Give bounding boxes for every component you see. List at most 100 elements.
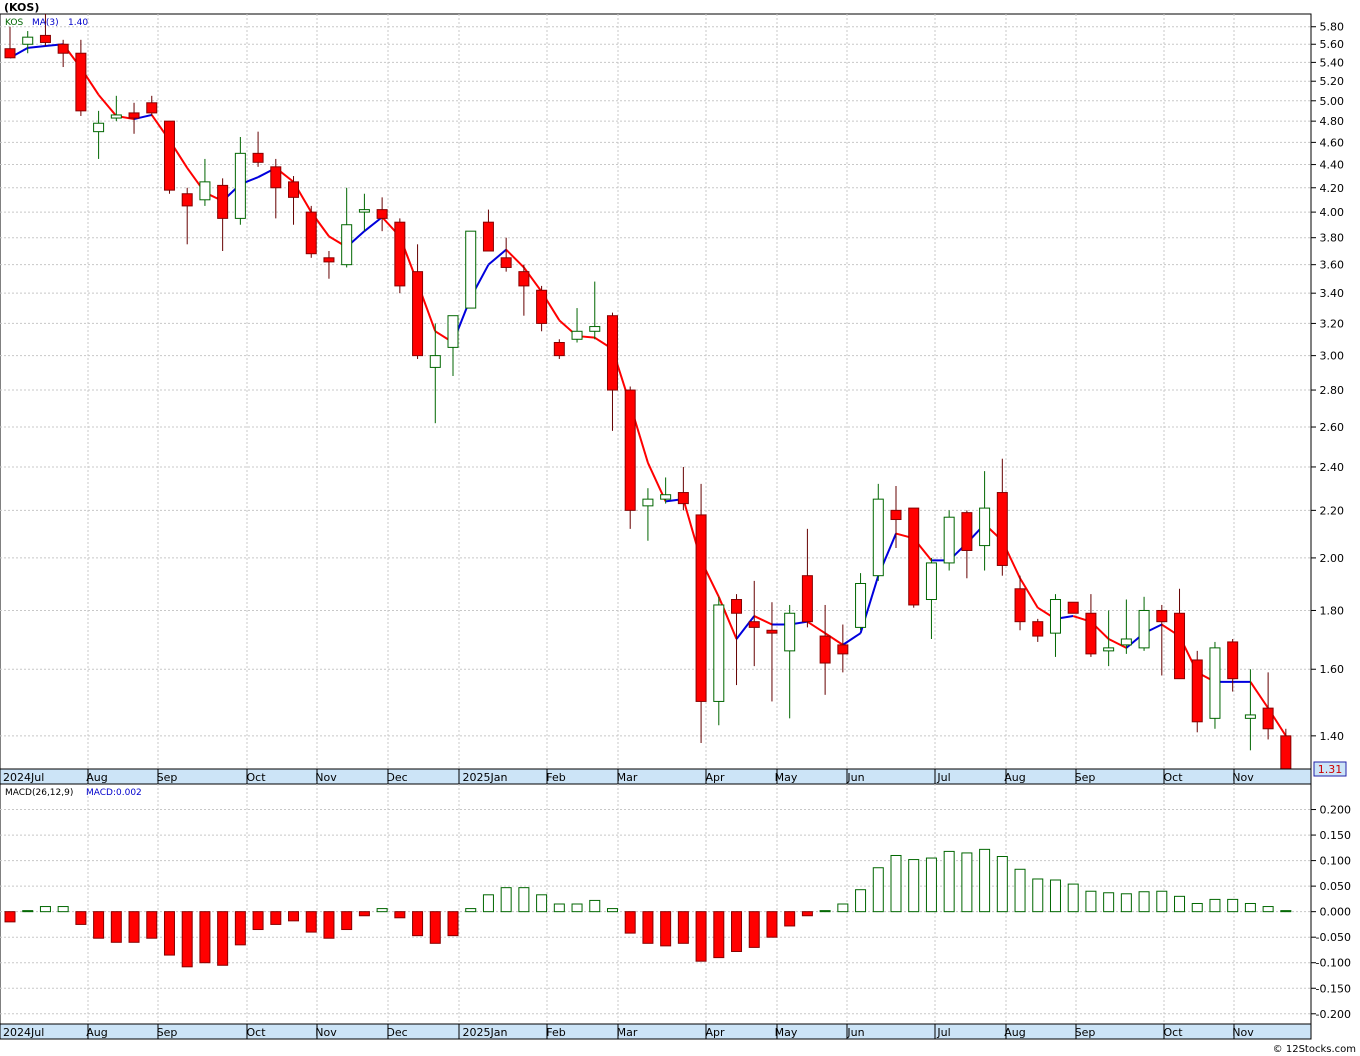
candle: [536, 285, 548, 332]
macd-month-label: Dec: [386, 1026, 407, 1039]
legend-macd-label: MACD(26,12,9): [5, 788, 73, 798]
macd-bar: [376, 908, 388, 913]
price-month-label: Jul: [936, 771, 950, 784]
macd-bar: [731, 911, 743, 952]
candle: [571, 308, 583, 343]
ma3-segment: [505, 248, 525, 269]
candle-body: [323, 257, 335, 263]
price-y-tick-label: 4.80: [1320, 115, 1345, 128]
candle-body: [925, 562, 937, 601]
macd-bar: [234, 911, 246, 946]
candle: [323, 251, 335, 279]
candle: [429, 323, 441, 424]
candle: [1138, 596, 1150, 651]
candle-body: [252, 152, 264, 163]
candle-body: [447, 315, 459, 348]
candle: [252, 131, 264, 167]
candle: [1191, 650, 1203, 733]
legend-symbol: KOS: [5, 18, 23, 28]
macd-y-tick-label: 0.200: [1320, 804, 1352, 817]
macd-bar: [801, 911, 813, 917]
price-plot-area: [0, 13, 1312, 770]
macd-bars: [4, 848, 1292, 968]
candle: [518, 264, 530, 316]
candle: [75, 39, 87, 116]
candle-body: [855, 582, 867, 628]
macd-bar: [1209, 898, 1221, 913]
macd-bar: [890, 854, 902, 913]
macd-bar: [93, 911, 105, 939]
macd-month-label: Aug: [86, 1026, 107, 1039]
price-month-label: Oct: [1163, 771, 1183, 784]
macd-bar: [447, 911, 459, 937]
macd-bar: [181, 911, 193, 968]
macd-bar: [748, 911, 760, 948]
candlesticks: [4, 14, 1292, 773]
price-month-label: 2025Jan: [463, 771, 508, 784]
price-y-tick-label: 2.00: [1320, 552, 1345, 565]
macd-bar: [553, 903, 565, 913]
candle: [624, 386, 636, 529]
price-y-tick-label: 4.00: [1320, 206, 1345, 219]
candle: [217, 178, 229, 252]
candle: [660, 477, 672, 504]
macd-bar: [57, 906, 69, 913]
price-month-label: Mar: [617, 771, 638, 784]
macd-bar: [855, 889, 867, 913]
price-month-label: Jun: [846, 771, 864, 784]
ma3-segment: [1019, 577, 1039, 609]
candle-body: [270, 166, 282, 189]
candle: [589, 281, 601, 340]
candle: [996, 458, 1008, 576]
ma3-segment: [717, 596, 738, 640]
price-y-axis: 1.40 1.60 1.80 2.00 2.20 2.40 2.60 2.80 3.00 3.20…: [1311, 21, 1344, 743]
macd-bar: [1244, 902, 1256, 913]
macd-bar: [4, 911, 16, 923]
macd-y-tick-label: -0.050: [1316, 931, 1351, 944]
last-price-label: 1.31: [1318, 763, 1343, 776]
price-y-tick-label: 3.80: [1320, 232, 1345, 245]
candle-body: [660, 494, 672, 500]
candle-body: [766, 629, 778, 634]
macd-bar: [1156, 890, 1168, 913]
macd-bar: [75, 911, 87, 925]
candle: [1085, 594, 1097, 657]
ma3-segment: [1249, 681, 1269, 709]
macd-month-label: Jun: [846, 1026, 864, 1039]
macd-y-tick-label: -0.100: [1316, 957, 1351, 970]
macd-bar: [1032, 878, 1044, 913]
macd-bar: [713, 911, 725, 959]
macd-bar: [837, 903, 849, 913]
candle: [713, 596, 725, 726]
macd-month-label: Feb: [546, 1026, 565, 1039]
price-month-label: Dec: [386, 771, 407, 784]
macd-bar: [1014, 868, 1026, 913]
macd-bar: [358, 911, 370, 917]
candle-body: [1280, 735, 1292, 770]
candle-body: [128, 112, 140, 119]
candle-body: [872, 498, 884, 577]
candle: [110, 95, 122, 122]
macd-bar: [252, 911, 264, 931]
macd-bar: [1067, 883, 1079, 913]
candle: [199, 158, 211, 206]
macd-bar: [1227, 898, 1239, 913]
ma3-segment: [27, 45, 46, 49]
candle-body: [305, 211, 317, 255]
macd-bar: [943, 850, 955, 913]
candle: [979, 471, 991, 571]
price-y-tick-label: 2.20: [1320, 504, 1345, 517]
price-y-tick-label: 1.40: [1320, 730, 1345, 743]
macd-bar: [163, 911, 175, 956]
price-y-tick-label: 2.40: [1320, 461, 1345, 474]
macd-month-label: Nov: [315, 1026, 337, 1039]
macd-bar: [536, 894, 548, 913]
price-month-label: Apr: [705, 771, 725, 784]
candle-body: [571, 330, 583, 340]
candle-body: [412, 271, 424, 357]
candle: [500, 237, 512, 272]
price-month-label: Sep: [1075, 771, 1096, 784]
candle-body: [1049, 599, 1061, 634]
price-y-tick-label: 5.80: [1320, 21, 1345, 34]
macd-bar: [323, 911, 335, 939]
